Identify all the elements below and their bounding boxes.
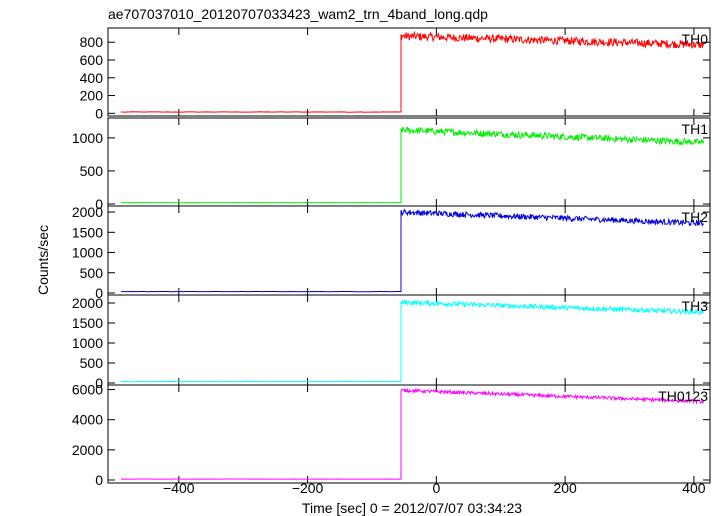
y-tick-label: 0 (95, 196, 103, 212)
y-tick-label: 2000 (72, 204, 103, 220)
series-line-th0123 (120, 387, 705, 480)
panel-label: TH2 (682, 209, 709, 225)
x-tick-label: 200 (553, 480, 577, 496)
y-tick-label: 0 (95, 285, 103, 301)
y-tick-label: 0 (95, 375, 103, 391)
y-tick-label: 6000 (72, 382, 103, 398)
x-tick-label: −400 (163, 480, 195, 496)
panel-th0123: 0 2000 4000 6000 TH0123 (72, 382, 711, 488)
panel-label: TH1 (682, 121, 709, 137)
y-tick-label: 400 (80, 70, 104, 86)
panel-th3: 0 500 1000 1500 2000 TH3 (72, 294, 711, 391)
x-tick-label: 0 (432, 480, 440, 496)
y-tick-label: 600 (80, 52, 104, 68)
y-tick-label: 800 (80, 34, 104, 50)
y-tick-label: 2000 (72, 295, 103, 311)
y-tick-label: 1500 (72, 224, 103, 240)
y-tick-label: 500 (80, 163, 104, 179)
panel-label: TH0 (682, 31, 709, 47)
x-axis-tick-labels: −400 −200 0 200 400 (163, 480, 706, 496)
x-tick-label: 400 (682, 480, 706, 496)
chart-title: ae707037010_20120707033423_wam2_trn_4ban… (108, 6, 488, 22)
panel-frame (107, 117, 711, 207)
y-tick-label: 500 (80, 265, 104, 281)
panel-label: TH0123 (658, 388, 708, 404)
panel-th1: 0 500 1000 TH1 (72, 117, 711, 212)
series-line-th1 (120, 126, 705, 204)
panel-label: TH3 (682, 298, 709, 314)
y-tick-label: 0 (95, 472, 103, 488)
panel-th2: 0 500 1000 1500 2000 TH2 (72, 204, 711, 301)
y-tick-label: 200 (80, 88, 104, 104)
series-line-th0 (120, 30, 705, 113)
y-tick-label: 1500 (72, 315, 103, 331)
series-line-th3 (120, 298, 705, 383)
x-axis-label: Time [sec] 0 = 2012/07/07 03:34:23 (302, 500, 522, 516)
y-tick-label: 1000 (72, 130, 103, 146)
panel-frame (107, 384, 711, 484)
series-line-th2 (120, 208, 704, 293)
y-tick-label: 500 (80, 355, 104, 371)
y-axis-label: Counts/sec (35, 225, 51, 295)
y-tick-label: 4000 (72, 412, 103, 428)
y-tick-label: 2000 (72, 442, 103, 458)
x-tick-label: −200 (292, 480, 324, 496)
y-tick-label: 1000 (72, 245, 103, 261)
y-tick-label: 1000 (72, 335, 103, 351)
panel-frame (107, 27, 711, 117)
y-tick-label: 0 (95, 105, 103, 121)
